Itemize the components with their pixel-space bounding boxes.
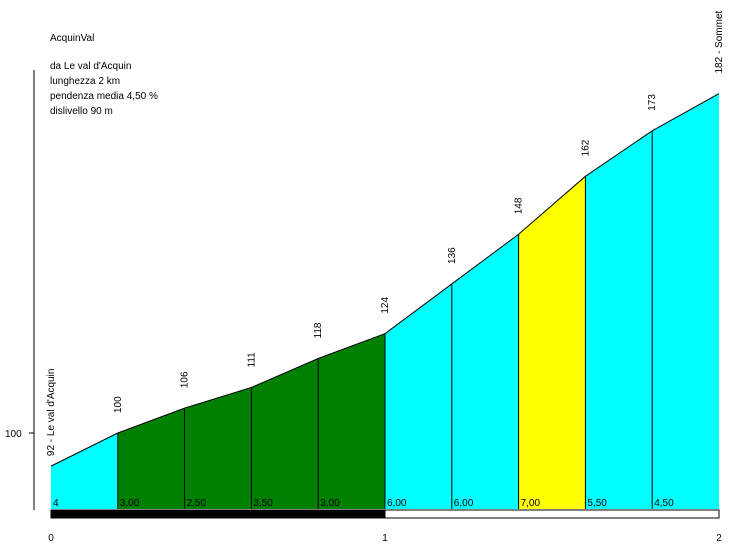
segment-gradient-label: 6,00 (387, 498, 407, 509)
segment-gradient-label: 4 (53, 498, 59, 509)
profile-segment (451, 234, 519, 509)
km-bar-segment (384, 509, 720, 519)
info-gradient: pendenza media 4,50 % (50, 91, 158, 102)
profile-segment (652, 93, 719, 510)
x-axis-tick-label: 2 (716, 533, 722, 544)
segment-gradient-label: 5,50 (587, 498, 607, 509)
profile-segment (117, 408, 185, 509)
segment-gradient-label: 3,00 (320, 498, 340, 509)
km-bar-segment (50, 509, 386, 519)
profile-segment (51, 433, 118, 509)
info-start: da Le val d'Acquin (50, 61, 132, 72)
info-elevation-gain: dislivello 90 m (50, 106, 113, 117)
elevation-label: 100 (113, 396, 124, 413)
elevation-label: 136 (447, 247, 458, 264)
chart-title: AcquinVal (50, 33, 95, 44)
profile-outline (50, 93, 720, 467)
elevation-label: 106 (180, 371, 191, 388)
profile-segment (184, 387, 252, 509)
x-axis-tick-label: 0 (48, 533, 54, 544)
segment-gradient-label: 4,50 (654, 498, 674, 509)
profile-segment (585, 130, 653, 509)
elevation-label: 124 (380, 297, 391, 314)
elevation-label: 111 (246, 352, 257, 368)
elevation-label: 148 (514, 197, 525, 214)
segment-gradient-label: 2,50 (187, 498, 207, 509)
x-axis-tick-label: 1 (382, 533, 388, 544)
segment-gradient-label: 3,50 (253, 498, 273, 509)
start-point-label: 92 - Le val d'Acquin (46, 369, 57, 457)
elevation-label: 173 (647, 94, 658, 111)
info-length: lunghezza 2 km (50, 76, 121, 87)
elevation-label: 162 (580, 139, 591, 156)
y-axis-tick-label: 100 (5, 429, 22, 440)
segment-gradient-label: 3,00 (120, 498, 140, 509)
profile-segment (251, 358, 319, 509)
segment-gradient-label: 7,00 (521, 498, 541, 509)
elevation-label: 118 (313, 322, 324, 338)
summit-label: 182 - Sommet (714, 10, 725, 73)
profile-segment (518, 176, 586, 509)
profile-segment (318, 333, 385, 509)
profile-segment (385, 283, 452, 509)
segment-gradient-label: 6,00 (454, 498, 474, 509)
